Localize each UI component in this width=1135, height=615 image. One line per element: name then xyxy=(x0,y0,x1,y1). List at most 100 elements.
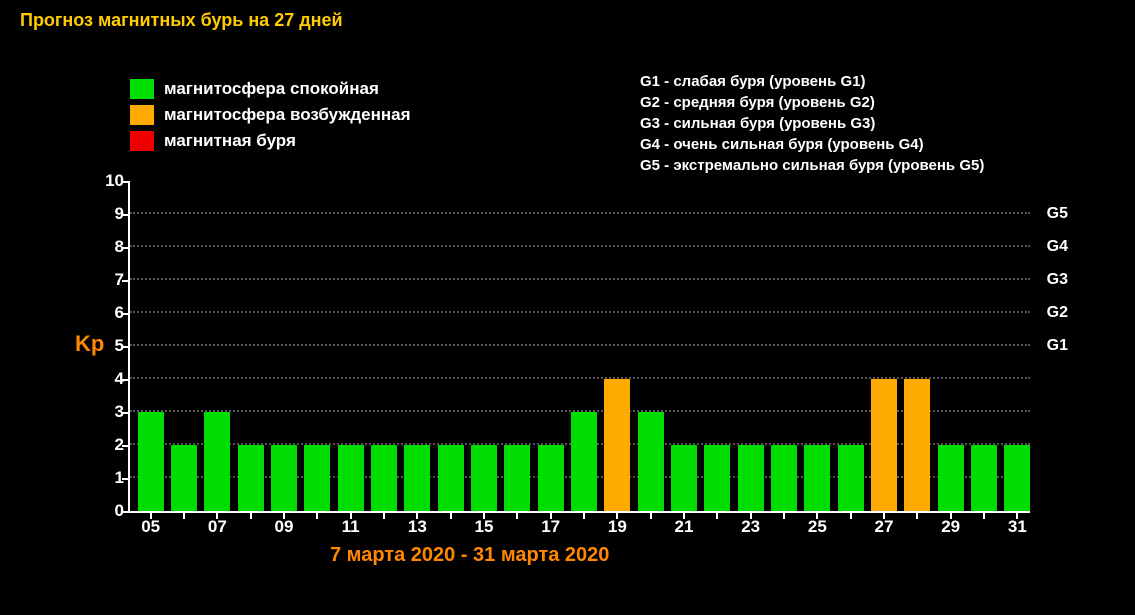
xtick-mark xyxy=(450,511,452,519)
xtick-label: 31 xyxy=(1008,517,1027,537)
bar xyxy=(538,445,564,511)
bar xyxy=(504,445,530,511)
xtick-label: 05 xyxy=(141,517,160,537)
legend-swatch xyxy=(130,131,154,151)
bar xyxy=(671,445,697,511)
legend-swatch xyxy=(130,79,154,99)
xtick-label: 17 xyxy=(541,517,560,537)
bar xyxy=(371,445,397,511)
ytick-label: 2 xyxy=(94,435,124,455)
xtick-mark xyxy=(183,511,185,519)
bar xyxy=(338,445,364,511)
ytick-label: 6 xyxy=(94,303,124,323)
ytick-label: 10 xyxy=(94,171,124,191)
xtick-mark xyxy=(783,511,785,519)
xtick-mark xyxy=(850,511,852,519)
bar xyxy=(238,445,264,511)
ytick-mark xyxy=(122,478,130,480)
bar xyxy=(638,412,664,511)
ytick-mark xyxy=(122,511,130,513)
xtick-mark xyxy=(383,511,385,519)
gridline xyxy=(130,245,1030,247)
gridline xyxy=(130,344,1030,346)
date-range-label: 7 марта 2020 - 31 марта 2020 xyxy=(330,544,609,567)
ytick-label: 0 xyxy=(94,501,124,521)
g-level-label: G1 xyxy=(1047,337,1068,355)
gridline xyxy=(130,212,1030,214)
bar xyxy=(571,412,597,511)
g-level-desc: G1 - слабая буря (уровень G1) xyxy=(640,71,984,92)
legend-swatch xyxy=(130,105,154,125)
chart-container: магнитосфера спокойная магнитосфера возбу… xyxy=(20,51,1115,611)
xtick-label: 07 xyxy=(208,517,227,537)
xtick-mark xyxy=(983,511,985,519)
ytick-mark xyxy=(122,412,130,414)
xtick-label: 27 xyxy=(875,517,894,537)
legend-item: магнитосфера спокойная xyxy=(130,76,411,102)
bar xyxy=(171,445,197,511)
bar xyxy=(938,445,964,511)
xtick-label: 19 xyxy=(608,517,627,537)
g-level-desc: G4 - очень сильная буря (уровень G4) xyxy=(640,134,984,155)
g-level-label: G4 xyxy=(1047,238,1068,256)
g-level-label: G2 xyxy=(1047,304,1068,322)
legend-item: магнитосфера возбужденная xyxy=(130,102,411,128)
xtick-mark xyxy=(583,511,585,519)
g-level-desc: G2 - средняя буря (уровень G2) xyxy=(640,92,984,113)
xtick-label: 13 xyxy=(408,517,427,537)
xtick-label: 09 xyxy=(275,517,294,537)
gridline xyxy=(130,278,1030,280)
xtick-mark xyxy=(916,511,918,519)
legend-item: магнитная буря xyxy=(130,128,411,154)
ytick-mark xyxy=(122,346,130,348)
legend-label: магнитосфера спокойная xyxy=(164,79,379,99)
bar xyxy=(904,379,930,511)
legend-right: G1 - слабая буря (уровень G1)G2 - средня… xyxy=(640,71,984,176)
ytick-label: 1 xyxy=(94,468,124,488)
gridline xyxy=(130,311,1030,313)
ytick-mark xyxy=(122,445,130,447)
legend-label: магнитосфера возбужденная xyxy=(164,105,411,125)
legend-left: магнитосфера спокойная магнитосфера возбу… xyxy=(130,76,411,154)
xtick-mark xyxy=(316,511,318,519)
g-level-label: G5 xyxy=(1047,205,1068,223)
xtick-label: 29 xyxy=(941,517,960,537)
ytick-mark xyxy=(122,214,130,216)
xtick-label: 11 xyxy=(342,517,360,537)
bar xyxy=(871,379,897,511)
bar xyxy=(404,445,430,511)
plot-area: 012345678910G1G2G3G4G5050709111315171921… xyxy=(128,181,1030,513)
xtick-mark xyxy=(250,511,252,519)
bar xyxy=(771,445,797,511)
ytick-label: 3 xyxy=(94,402,124,422)
ytick-mark xyxy=(122,379,130,381)
ytick-mark xyxy=(122,247,130,249)
bar xyxy=(971,445,997,511)
xtick-label: 15 xyxy=(475,517,494,537)
bar xyxy=(604,379,630,511)
g-level-label: G3 xyxy=(1047,271,1068,289)
bar xyxy=(138,412,164,511)
bar xyxy=(204,412,230,511)
g-level-desc: G3 - сильная буря (уровень G3) xyxy=(640,113,984,134)
bar xyxy=(438,445,464,511)
ytick-label: 5 xyxy=(94,336,124,356)
ytick-label: 7 xyxy=(94,270,124,290)
ytick-label: 8 xyxy=(94,237,124,257)
xtick-label: 23 xyxy=(741,517,760,537)
xtick-label: 25 xyxy=(808,517,827,537)
xtick-label: 21 xyxy=(675,517,694,537)
ytick-mark xyxy=(122,280,130,282)
g-level-desc: G5 - экстремально сильная буря (уровень … xyxy=(640,155,984,176)
xtick-mark xyxy=(516,511,518,519)
bar xyxy=(304,445,330,511)
bar xyxy=(704,445,730,511)
xtick-mark xyxy=(716,511,718,519)
ytick-mark xyxy=(122,313,130,315)
xtick-mark xyxy=(650,511,652,519)
bar xyxy=(1004,445,1030,511)
ytick-label: 4 xyxy=(94,369,124,389)
bar xyxy=(271,445,297,511)
bar xyxy=(471,445,497,511)
bar xyxy=(738,445,764,511)
